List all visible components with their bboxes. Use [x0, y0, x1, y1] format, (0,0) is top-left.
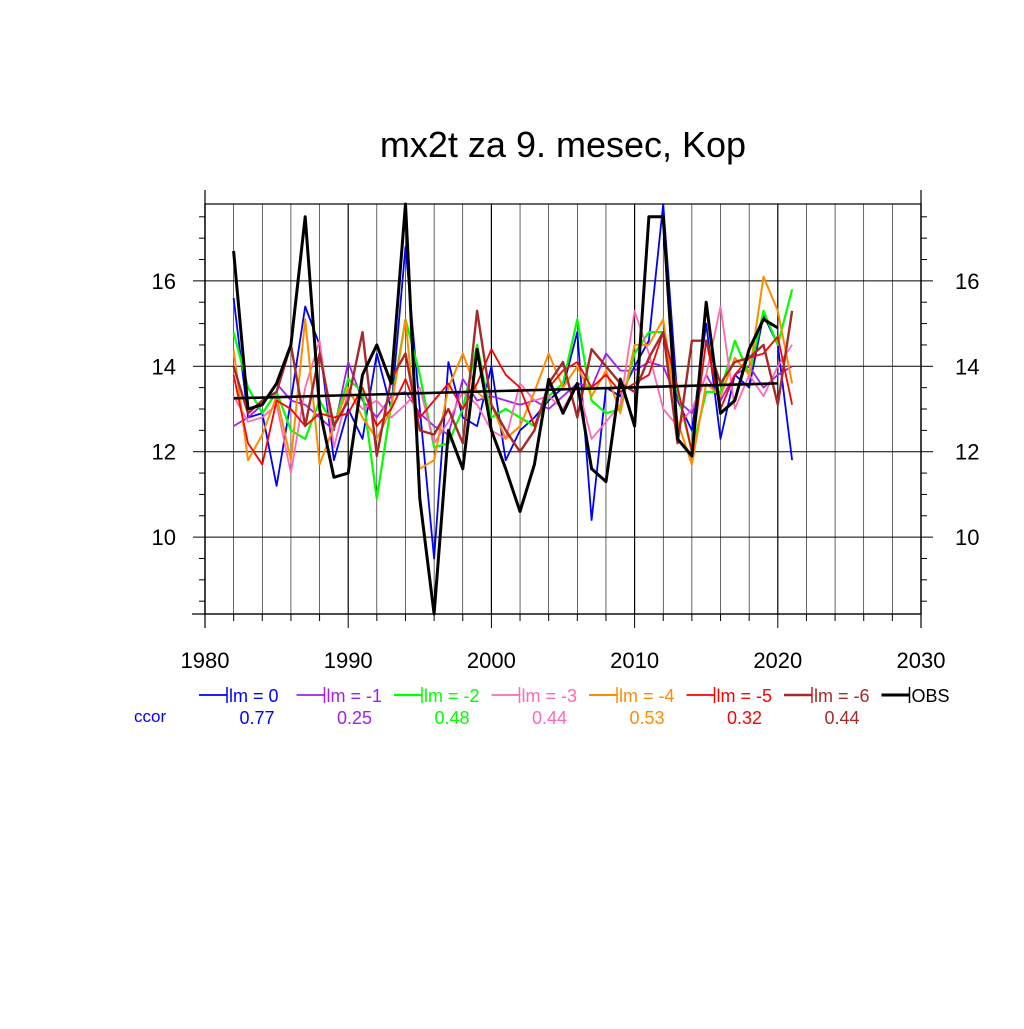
series-group	[232, 202, 794, 616]
legend-label: lm = -2	[424, 686, 480, 706]
series-line-lm-5	[232, 331, 793, 466]
legend-label: lm = 0	[229, 686, 279, 706]
y-tick-label-left: 16	[152, 269, 176, 294]
legend-label: OBS	[912, 686, 950, 706]
y-tick-label-right: 16	[955, 269, 979, 294]
chart-title: mx2t za 9. mesec, Kop	[380, 124, 746, 165]
axes: 1980 1990 2000 2010 2020 2030 10 10 12 12 14 14 16 16	[152, 190, 979, 673]
x-tick-label: 1990	[324, 648, 373, 673]
x-tick-label: 2010	[610, 648, 659, 673]
legend-label: lm = -6	[814, 686, 870, 706]
x-tick-label: 2000	[467, 648, 516, 673]
ccor-value: 0.25	[337, 708, 372, 728]
ccor-label: ccor	[134, 707, 166, 726]
ccor-value: 0.44	[532, 708, 567, 728]
ccor-value: 0.77	[239, 708, 274, 728]
legend-label: lm = -1	[327, 686, 383, 706]
series-line-lm-6	[232, 309, 794, 458]
y-tick-label-right: 12	[955, 440, 979, 465]
ccor-value: 0.53	[629, 708, 664, 728]
y-tick-label-left: 12	[152, 440, 176, 465]
legend-label: lm = -4	[619, 686, 675, 706]
ccor-value: 0.32	[727, 708, 762, 728]
legend-label: lm = -5	[717, 686, 773, 706]
x-tick-label: 2020	[753, 648, 802, 673]
legend-label: lm = -3	[522, 686, 578, 706]
y-tick-label-right: 10	[955, 525, 979, 550]
trend-line	[233, 382, 778, 400]
x-tick-label: 2030	[897, 648, 946, 673]
y-tick-label-right: 14	[955, 354, 979, 379]
y-tick-label-left: 14	[152, 354, 176, 379]
ccor-value: 0.48	[434, 708, 469, 728]
ccor-value: 0.44	[824, 708, 859, 728]
y-tick-label-left: 10	[152, 525, 176, 550]
x-tick-label: 1980	[181, 648, 230, 673]
series-line-obs	[232, 202, 779, 616]
